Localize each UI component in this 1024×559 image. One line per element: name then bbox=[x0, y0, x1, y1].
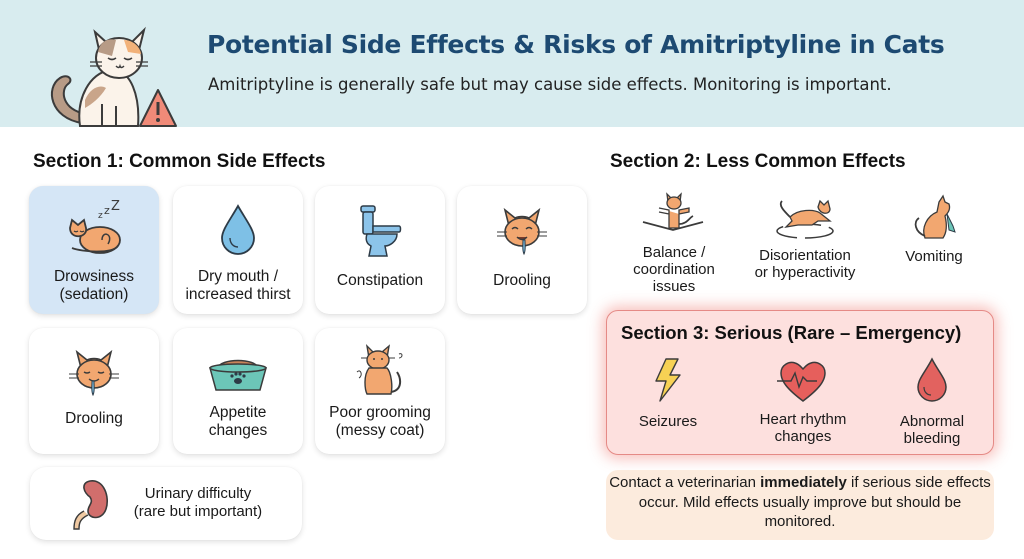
effect-label: Drooling bbox=[493, 272, 551, 289]
effect-card-drooling-2: Drooling bbox=[29, 328, 159, 454]
effect-label: Drowsiness (sedation) bbox=[53, 268, 135, 303]
header-banner: Potential Side Effects & Risks of Amitri… bbox=[0, 0, 1024, 127]
section1-title: Section 1: Common Side Effects bbox=[33, 151, 326, 172]
effect-card-urinary: Urinary difficulty (rare but important) bbox=[30, 467, 302, 540]
emergency-note: Contact a veterinarian immediately if se… bbox=[606, 470, 994, 540]
heart-ecg-icon bbox=[777, 361, 826, 402]
kidney-icon bbox=[73, 480, 108, 530]
effect-item-heart-rhythm: Heart rhythm changes bbox=[743, 359, 863, 445]
effect-item-disorientation: Disorientation or hyperactivity bbox=[740, 195, 870, 281]
effect-label: Heart rhythm changes bbox=[759, 411, 847, 445]
effect-card-grooming: Poor grooming (messy coat) bbox=[315, 328, 445, 454]
effect-label: Drooling bbox=[65, 410, 123, 427]
svg-text:z: z bbox=[98, 211, 103, 221]
effect-label: Appetite changes bbox=[208, 404, 268, 439]
section2-title: Section 2: Less Common Effects bbox=[610, 151, 906, 172]
effect-label: Poor grooming (messy coat) bbox=[329, 404, 431, 439]
effect-card-drooling: Drooling bbox=[457, 186, 587, 314]
effect-item-bleeding: Abnormal bleeding bbox=[877, 357, 987, 447]
effect-label: Disorientation or hyperactivity bbox=[754, 247, 856, 281]
sleeping-cat-icon: z z Z bbox=[69, 200, 121, 254]
toilet-icon bbox=[360, 205, 402, 257]
effect-label: Vomiting bbox=[905, 248, 963, 265]
page-subtitle: Amitriptyline is generally safe but may … bbox=[208, 75, 892, 94]
svg-text:z: z bbox=[104, 204, 110, 217]
page-title: Potential Side Effects & Risks of Amitri… bbox=[207, 30, 945, 59]
effect-item-seizures: Seizures bbox=[613, 357, 723, 430]
water-drop-icon bbox=[221, 204, 255, 255]
effect-label: Seizures bbox=[638, 413, 698, 430]
drooling-cat-face-icon bbox=[69, 349, 119, 397]
note-emphasis: immediately bbox=[760, 474, 847, 491]
drooling-cat-face-icon bbox=[497, 207, 547, 256]
effect-card-dry-mouth: Dry mouth / increased thirst bbox=[173, 186, 303, 314]
effect-label: Urinary difficulty (rare but important) bbox=[133, 485, 263, 520]
serious-effects-panel: Section 3: Serious (Rare – Emergency) Se… bbox=[606, 310, 994, 455]
vomiting-cat-icon bbox=[914, 194, 956, 239]
effect-label: Constipation bbox=[336, 272, 424, 289]
effect-card-drowsiness: z z Z Drowsiness (sedation) bbox=[29, 186, 159, 314]
effect-label: Abnormal bleeding bbox=[899, 413, 965, 447]
svg-text:Z: Z bbox=[111, 200, 120, 214]
food-bowl-icon bbox=[209, 359, 267, 391]
effect-label: Dry mouth / increased thirst bbox=[185, 268, 291, 303]
effect-card-appetite: Appetite changes bbox=[173, 328, 303, 454]
cat-on-tightrope-icon bbox=[642, 192, 704, 231]
effect-item-balance: Balance / coordination issues bbox=[614, 190, 734, 295]
lightning-icon bbox=[655, 358, 681, 402]
blood-drop-icon bbox=[917, 357, 947, 402]
running-cat-icon bbox=[776, 199, 834, 239]
messy-cat-icon bbox=[356, 343, 403, 395]
effect-label: Balance / coordination issues bbox=[633, 244, 715, 295]
section3-title: Section 3: Serious (Rare – Emergency) bbox=[621, 322, 962, 343]
cat-with-warning-icon bbox=[50, 26, 177, 127]
effect-item-vomiting: Vomiting bbox=[884, 192, 984, 265]
effect-card-constipation: Constipation bbox=[315, 186, 445, 314]
